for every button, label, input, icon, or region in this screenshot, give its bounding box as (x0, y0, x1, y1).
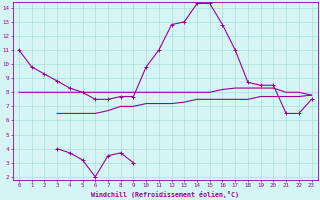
X-axis label: Windchill (Refroidissement éolien,°C): Windchill (Refroidissement éolien,°C) (91, 191, 239, 198)
